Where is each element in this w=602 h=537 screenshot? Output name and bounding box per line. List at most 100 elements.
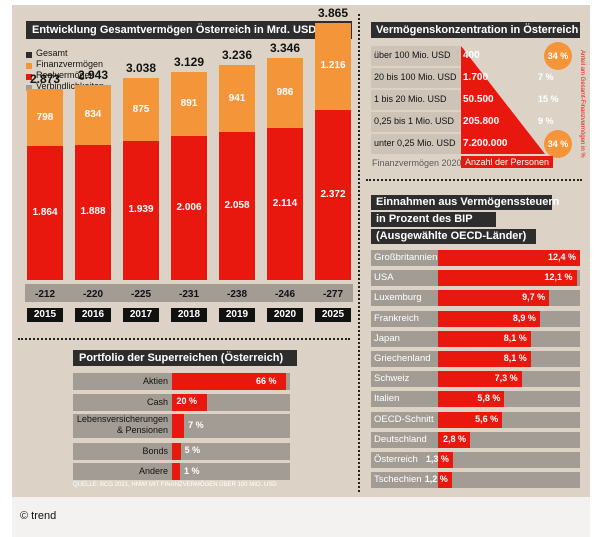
bar-label-real: 2.372 — [320, 188, 346, 200]
tax-title-line-1: Einnahmen aus Vermögenssteuern — [371, 195, 559, 210]
tax-value-label: 8,1 % — [503, 353, 527, 363]
verbindlichkeiten-band — [25, 284, 353, 302]
bar-segment-finanz — [27, 89, 63, 147]
tax-row-bg — [371, 431, 580, 448]
tax-bar — [438, 351, 531, 367]
bar-label-finanz: 891 — [180, 98, 198, 110]
bar-label-verb: -212 — [34, 289, 55, 300]
portfolio-row-bg — [73, 442, 290, 460]
bar-segment-real — [123, 140, 159, 280]
x-tick-label: 2025 — [315, 308, 351, 322]
concentration-row-bg — [371, 46, 461, 66]
bar-label-verb: -238 — [226, 289, 247, 300]
portfolio-row-bg — [73, 463, 290, 481]
concentration-persons: 205.800 — [463, 116, 500, 127]
concentration-row-bg — [371, 134, 461, 154]
bar-label-gesamt: 3.129 — [173, 55, 205, 70]
tax-bar — [438, 330, 531, 347]
bar-segment-real — [75, 144, 111, 280]
bar-segment-finanz — [267, 57, 303, 129]
bar-label-verb: -277 — [322, 289, 343, 300]
tax-country: OECD-Schnitt — [374, 413, 434, 425]
credit-footer: © trend — [12, 497, 590, 537]
tax-bar — [438, 452, 453, 468]
legend-swatch-finanz — [26, 63, 32, 69]
tax-value-label: 12,1 % — [544, 272, 573, 283]
concentration-percent: 7 % — [538, 72, 554, 82]
tax-bar — [438, 250, 580, 266]
tax-value-label: 8,9 % — [512, 312, 536, 323]
bar-label-finanz: 875 — [132, 103, 150, 115]
tax-bar — [438, 270, 577, 287]
concentration-label: 0,25 bis 1 Mio. USD — [374, 116, 455, 126]
bar-label-real: 2.006 — [176, 202, 202, 214]
concentration-persons: 1.700 — [463, 72, 489, 83]
divider-right-horizontal — [366, 179, 582, 181]
bar-label-real: 2.058 — [224, 200, 250, 212]
portfolio-value-label: 1 % — [184, 465, 200, 476]
wealth-source: QUELLE: BCG 2021 — [6, 234, 12, 290]
portfolio-source: QUELLE: BCG 2021, HNWI MIT FINANZVERMÖGE… — [73, 482, 277, 488]
tax-country: Großbritannien — [374, 252, 438, 263]
concentration-label: 20 bis 100 Mio. USD — [374, 72, 457, 82]
tax-country: Schweiz — [374, 373, 410, 385]
legend-label-verb: Verbindlichkeiten — [36, 81, 105, 91]
tax-country: Deutschland — [374, 433, 427, 445]
concentration-row-bg — [371, 112, 461, 132]
x-tick-label: 2017 — [123, 308, 159, 322]
tax-value-label: 1,3 % — [425, 454, 449, 464]
bar-label-finanz: 1.216 — [320, 60, 346, 72]
bar-label-real: 1.888 — [80, 206, 106, 218]
bar-segment-real — [267, 128, 303, 280]
legend-label-real: Realvermögen — [36, 70, 95, 80]
bar-segment-finanz — [219, 64, 255, 133]
tax-country: Tschechien — [374, 474, 422, 486]
bar-label-finanz: 834 — [84, 108, 102, 120]
legend-label-gesamt: Gesamt — [36, 48, 68, 58]
portfolio-title: Portfolio der Superreichen (Österreich) — [73, 350, 297, 366]
tax-country: Griechenland — [374, 353, 431, 364]
portfolio-category: Bonds — [142, 445, 168, 456]
tax-value-label: 7,3 % — [494, 373, 518, 384]
concentration-label: über 100 Mio. USD — [374, 50, 451, 60]
bar-label-finanz: 986 — [276, 87, 294, 99]
wealth-chart-title: Entwicklung Gesamtvermögen Österreich in… — [26, 21, 352, 39]
x-tick-label: 2019 — [219, 308, 255, 322]
portfolio-value-label: 66 % — [256, 375, 277, 386]
tax-title-line-2: in Prozent des BIP — [371, 212, 496, 227]
portfolio-bar — [172, 393, 207, 411]
bar-label-verb: -246 — [274, 289, 295, 300]
concentration-title: Vermögenskonzentration in Österreich — [371, 22, 580, 38]
tax-bar — [438, 310, 540, 327]
bar-segment-finanz — [123, 78, 159, 141]
tax-country: Frankreich — [374, 312, 419, 324]
bar-segment-finanz — [75, 84, 111, 145]
portfolio-bar — [172, 373, 286, 390]
tax-bar — [438, 431, 471, 448]
bar-segment-real — [27, 146, 63, 280]
tax-value-label: 1,2 % — [424, 474, 448, 485]
bar-label-gesamt: 2.943 — [77, 67, 109, 82]
x-tick-label: 2020 — [267, 308, 303, 322]
concentration-row-bg — [371, 90, 461, 110]
concentration-percent: 9 % — [538, 116, 554, 126]
tax-value-label: 9,7 % — [522, 292, 546, 303]
tax-country: Italien — [374, 393, 400, 405]
bar-label-finanz: 798 — [36, 111, 54, 123]
portfolio-bar — [172, 414, 185, 439]
legend-swatch-verb — [26, 85, 32, 91]
bar-label-real: 1.864 — [32, 207, 58, 219]
divider-left-horizontal — [18, 338, 350, 340]
tax-bar — [438, 472, 452, 489]
tax-country: USA — [374, 272, 394, 284]
concentration-percent-circle: 34 % — [544, 130, 572, 158]
tax-value-label: 8,1 % — [503, 332, 527, 343]
concentration-label: unter 0,25 Mio. USD — [374, 138, 456, 148]
bar-label-finanz: 941 — [228, 92, 246, 104]
bar-label-real: 1.939 — [128, 204, 154, 216]
legend-swatch-gesamt — [26, 52, 32, 58]
bar-segment-finanz — [171, 72, 207, 137]
tax-country: Japan — [374, 332, 400, 344]
tax-bar — [438, 411, 503, 428]
tax-country: Österreich — [374, 454, 418, 465]
